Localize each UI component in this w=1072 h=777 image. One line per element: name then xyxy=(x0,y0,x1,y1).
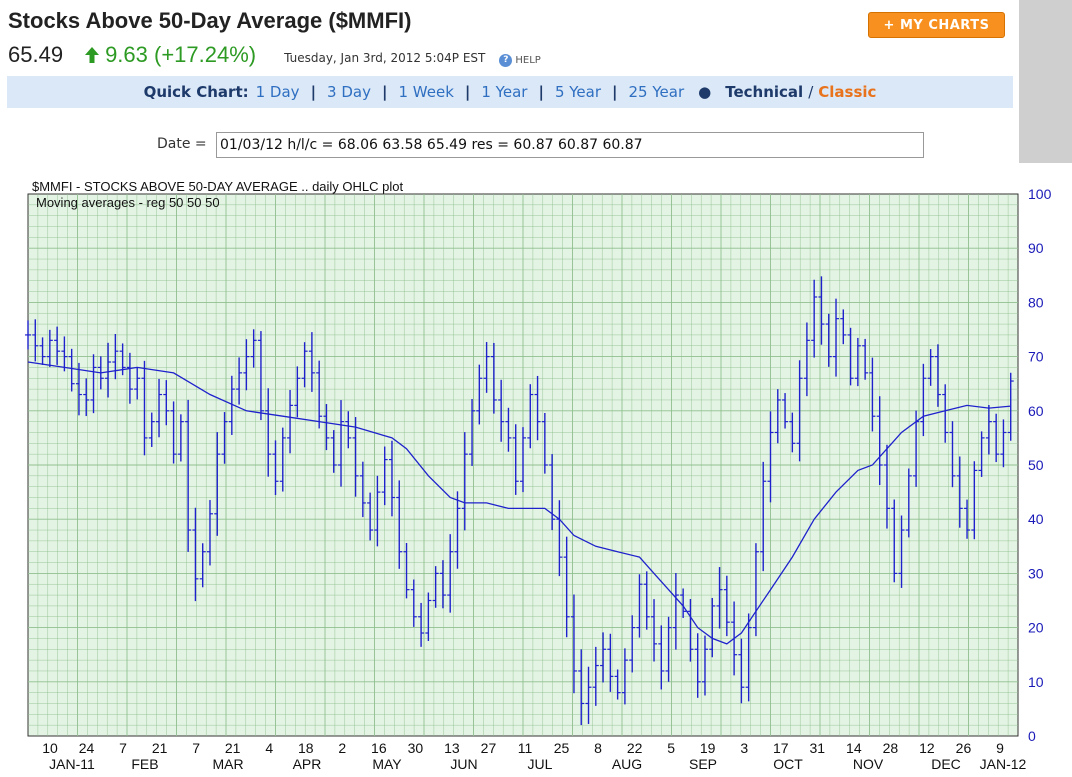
x-tick-label: 12 xyxy=(919,740,935,756)
quick-chart-5year[interactable]: 5 Year xyxy=(554,83,602,101)
x-tick-label: 17 xyxy=(773,740,789,756)
x-month-label: JAN-12 xyxy=(980,756,1027,772)
quick-chart-bar: Quick Chart: 1 Day | 3 Day | 1 Week | 1 … xyxy=(7,76,1013,108)
help-label: HELP xyxy=(515,54,541,66)
x-tick-label: 8 xyxy=(594,740,602,756)
x-tick-label: 5 xyxy=(667,740,675,756)
x-tick-label: 30 xyxy=(408,740,424,756)
y-tick-label: 20 xyxy=(1028,620,1044,636)
x-month-label: NOV xyxy=(853,756,884,772)
x-tick-label: 14 xyxy=(846,740,862,756)
quick-chart-1week[interactable]: 1 Week xyxy=(398,83,454,101)
x-tick-label: 7 xyxy=(119,740,127,756)
y-tick-label: 60 xyxy=(1028,403,1044,419)
x-tick-label: 9 xyxy=(996,740,1004,756)
y-tick-label: 70 xyxy=(1028,349,1044,365)
x-tick-label: 7 xyxy=(192,740,200,756)
x-tick-label: 13 xyxy=(444,740,460,756)
x-month-label: AUG xyxy=(612,756,642,772)
x-tick-label: 24 xyxy=(79,740,95,756)
x-month-label: SEP xyxy=(689,756,717,772)
x-tick-label: 28 xyxy=(883,740,899,756)
x-month-label: JUN xyxy=(450,756,477,772)
y-tick-label: 90 xyxy=(1028,240,1044,256)
up-arrow-icon xyxy=(85,47,100,63)
price-change: 9.63 (+17.24%) xyxy=(105,42,257,67)
x-tick-label: 4 xyxy=(265,740,273,756)
y-tick-label: 10 xyxy=(1028,674,1044,690)
y-tick-label: 30 xyxy=(1028,565,1044,581)
x-tick-label: 10 xyxy=(42,740,58,756)
price-row: 65.49 9.63 (+17.24%) Tuesday, Jan 3rd, 2… xyxy=(8,42,541,70)
help-link[interactable]: ? HELP xyxy=(499,53,541,67)
x-tick-label: 21 xyxy=(225,740,241,756)
ohlc-chart[interactable]: $MMFI - STOCKS ABOVE 50-DAY AVERAGE .. d… xyxy=(0,170,1072,777)
x-tick-label: 21 xyxy=(152,740,168,756)
x-tick-label: 2 xyxy=(338,740,346,756)
x-month-label: DEC xyxy=(931,756,961,772)
x-tick-label: 22 xyxy=(627,740,643,756)
y-tick-label: 40 xyxy=(1028,511,1044,527)
quick-chart-25year[interactable]: 25 Year xyxy=(628,83,685,101)
moving-average-line xyxy=(27,361,1011,645)
x-month-label: JUL xyxy=(528,756,553,772)
x-month-label: APR xyxy=(293,756,322,772)
x-month-label: MAY xyxy=(372,756,402,772)
chart-subtitle: Moving averages - reg 50 50 50 xyxy=(36,195,220,210)
help-icon: ? xyxy=(499,53,513,67)
x-month-label: FEB xyxy=(131,756,158,772)
classic-link[interactable]: Classic xyxy=(818,83,877,101)
page-title: Stocks Above 50-Day Average ($MMFI) xyxy=(8,8,412,33)
timestamp: Tuesday, Jan 3rd, 2012 5:04P EST xyxy=(284,51,486,65)
x-tick-label: 25 xyxy=(554,740,570,756)
x-tick-label: 3 xyxy=(740,740,748,756)
x-tick-label: 27 xyxy=(481,740,497,756)
quick-chart-1day[interactable]: 1 Day xyxy=(255,83,300,101)
x-tick-label: 26 xyxy=(956,740,972,756)
quick-chart-3day[interactable]: 3 Day xyxy=(327,83,371,101)
my-charts-button[interactable]: + MY CHARTS xyxy=(868,12,1005,38)
x-tick-label: 16 xyxy=(371,740,387,756)
x-month-label: OCT xyxy=(773,756,803,772)
y-tick-label: 50 xyxy=(1028,457,1044,473)
x-month-label: JAN-11 xyxy=(49,756,95,772)
chart-title: $MMFI - STOCKS ABOVE 50-DAY AVERAGE .. d… xyxy=(32,179,403,194)
y-tick-label: 0 xyxy=(1028,728,1036,744)
side-panel xyxy=(1019,0,1072,163)
x-tick-label: 19 xyxy=(700,740,716,756)
x-tick-label: 31 xyxy=(810,740,826,756)
quick-chart-1year[interactable]: 1 Year xyxy=(481,83,528,101)
x-tick-label: 18 xyxy=(298,740,314,756)
date-label: Date = xyxy=(157,136,207,152)
technical-link[interactable]: Technical xyxy=(725,83,804,101)
y-tick-label: 100 xyxy=(1028,186,1052,202)
x-tick-label: 11 xyxy=(518,740,533,756)
x-month-label: MAR xyxy=(212,756,243,772)
date-readout-field[interactable]: 01/03/12 h/l/c = 68.06 63.58 65.49 res =… xyxy=(216,132,924,158)
quick-chart-label: Quick Chart: xyxy=(143,83,249,101)
last-price: 65.49 xyxy=(8,42,64,67)
y-tick-label: 80 xyxy=(1028,294,1044,310)
